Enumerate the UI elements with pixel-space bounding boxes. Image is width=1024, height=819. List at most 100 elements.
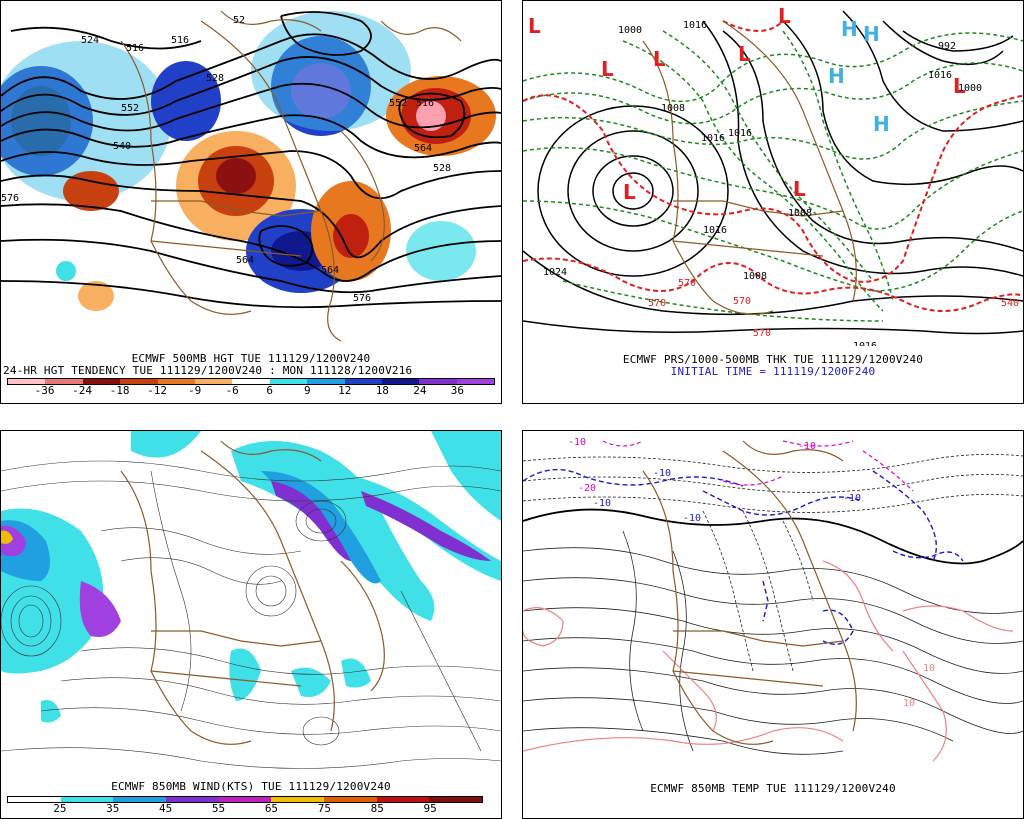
contour-label: 564 xyxy=(414,143,432,154)
contour-label: 10 xyxy=(903,698,915,709)
tendency-scale-swatch xyxy=(269,379,308,384)
height-contours xyxy=(1,11,501,309)
coastlines xyxy=(642,440,857,745)
tendency-scale-label: 24 xyxy=(413,384,427,397)
wind-scale-labels: 25 35 45 55 65 75 85 95 xyxy=(7,803,483,815)
contour-label: 570 xyxy=(648,298,666,309)
contour-label: 1000 xyxy=(958,83,982,94)
contour-labels: 1016 1000 1016 992 1000 1008 1016 1016 1… xyxy=(543,20,1019,346)
contour-label: 52 xyxy=(233,15,245,26)
tendency-scale-label: 9 xyxy=(303,384,311,397)
contour-labels: -10 -10 -10 -10 -10 10 10 -10 -20 xyxy=(568,437,935,709)
contour-label: 1024 xyxy=(543,267,567,278)
map-850-temp: -10 -10 -10 -10 -10 10 10 -10 -20 xyxy=(523,437,1023,762)
wind-scale-label: 25 xyxy=(53,802,67,815)
low-center: L xyxy=(623,180,636,204)
tendency-scale-label: -24 xyxy=(72,384,92,397)
wind-scale-label: 55 xyxy=(211,802,226,815)
contour-label: 1008 xyxy=(743,271,767,282)
wind-scale-swatch xyxy=(324,797,377,802)
coastlines xyxy=(120,440,385,745)
contour-label: 570 xyxy=(678,278,696,289)
tendency-scale-label: 6 xyxy=(266,384,274,397)
panel-850mb-temp: -10 -10 -10 -10 -10 10 10 -10 -20 ECMWF … xyxy=(522,430,1024,819)
contour-label: 552 xyxy=(389,98,407,109)
wind-scale-swatch xyxy=(376,797,430,802)
tendency-scale-swatch xyxy=(344,379,382,384)
contour-label: -10 xyxy=(843,493,861,504)
temp-warm-contours xyxy=(523,560,1014,762)
tendency-scale-swatch xyxy=(381,379,420,384)
temp-very-cold-contours xyxy=(602,440,914,492)
contour-label: -10 xyxy=(653,468,671,479)
coastlines xyxy=(642,20,857,315)
tendency-scale-label: -12 xyxy=(147,384,168,397)
tendency-scale-swatch xyxy=(307,379,345,384)
contour-label: 1016 xyxy=(683,20,707,31)
wind-scale-label: 75 xyxy=(317,802,331,815)
wind-scale-swatch xyxy=(8,797,61,802)
caption-prs-thk: ECMWF PRS/1000-500MB THK TUE 111129/1200… xyxy=(622,353,924,366)
tendency-scale-labels: -36 -24 -18 -12 -9 -6 6 9 12 18 24 36 xyxy=(7,385,495,397)
low-center: L xyxy=(793,177,806,201)
wind-color-scale: 25 35 45 55 65 75 85 95 xyxy=(7,796,483,815)
contour-label: 1016 xyxy=(728,128,752,139)
contour-label: 992 xyxy=(938,41,956,52)
caption-500mb: ECMWF 500MB HGT TUE 111129/1200V240 xyxy=(131,352,371,365)
contour-label: -10 xyxy=(568,437,586,448)
contour-label: 516 xyxy=(171,35,189,46)
contour-label: 1008 xyxy=(661,103,685,114)
tendency-scale-swatch xyxy=(232,379,270,384)
contour-labels: 524 516 516 528 552 540 576 516 564 552 … xyxy=(1,15,451,304)
contour-label: 528 xyxy=(206,73,224,84)
contour-label: 576 xyxy=(353,293,371,304)
contour-label: 1016 xyxy=(928,70,952,81)
contour-label: 1016 xyxy=(853,341,877,346)
contour-label: 516 xyxy=(126,43,144,54)
tendency-scale-swatch xyxy=(157,379,195,384)
contour-label: 570 xyxy=(753,328,771,339)
contour-label: 564 xyxy=(321,265,339,276)
temp-cold-contours xyxy=(523,468,964,645)
high-center: H xyxy=(873,112,890,136)
contour-label: 528 xyxy=(433,163,451,174)
wind-scale-label: 35 xyxy=(106,802,120,815)
wind-scale-swatch xyxy=(271,797,325,802)
caption-initial-time: INITIAL TIME = 111119/1200F240 xyxy=(670,365,876,378)
coastlines xyxy=(120,10,462,342)
wind-scale-label: 45 xyxy=(159,802,173,815)
high-center: H xyxy=(828,64,845,88)
wind-scale-swatch xyxy=(60,797,114,802)
tendency-scale-swatch xyxy=(8,379,46,384)
wind-speed-fills xyxy=(1,431,501,723)
thickness-570-contour xyxy=(523,20,1023,312)
wind-scale-swatch xyxy=(429,797,483,802)
tendency-fills xyxy=(1,11,496,311)
map-850-wind xyxy=(1,431,501,769)
tendency-scale-swatch xyxy=(120,379,158,384)
map-500mb: 524 516 516 528 552 540 576 516 564 552 … xyxy=(1,10,501,342)
tendency-scale-label: -18 xyxy=(109,384,130,397)
caption-tendency: 24-HR HGT TENDENCY TUE 111129/1200V240 :… xyxy=(3,364,413,377)
isobars xyxy=(523,10,1023,335)
tendency-color-scale: -36 -24 -18 -12 -9 -6 6 9 12 18 24 36 xyxy=(7,378,495,397)
contour-label: -20 xyxy=(578,483,596,494)
wind-scale-swatch xyxy=(218,797,272,802)
contour-label: 540 xyxy=(113,141,131,152)
contour-label: 1000 xyxy=(618,25,642,36)
tendency-scale-swatch xyxy=(456,379,495,384)
tendency-scale-label: 36 xyxy=(450,384,464,397)
contour-label: 1016 xyxy=(703,225,727,236)
panel-500mb-height: 524 516 516 528 552 540 576 516 564 552 … xyxy=(0,0,502,404)
contour-label: 564 xyxy=(236,255,254,266)
low-center: L xyxy=(528,14,541,38)
wind-scale-label: 85 xyxy=(370,802,384,815)
panel-pressure-thickness: L L L L L L L L H H H H 1016 1000 1016 9… xyxy=(522,0,1024,404)
contour-label: 570 xyxy=(733,296,751,307)
wind-scale-swatch xyxy=(113,797,167,802)
low-center: L xyxy=(778,4,791,28)
low-center: L xyxy=(738,42,751,66)
contour-label: -10 xyxy=(683,513,701,524)
caption-850-temp: ECMWF 850MB TEMP TUE 111129/1200V240 xyxy=(650,782,896,795)
tendency-scale-swatch xyxy=(194,379,233,384)
